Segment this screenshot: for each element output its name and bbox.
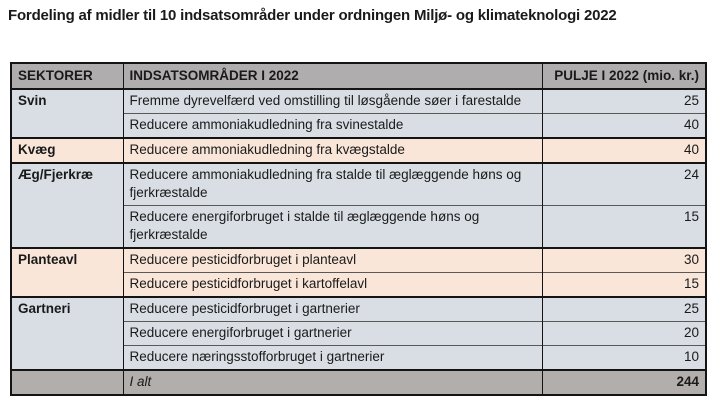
area-cell: Reducere ammoniakudledning fra kvægstald… (122, 137, 543, 163)
area-cell: Reducere ammoniakudledning fra svinestal… (122, 113, 543, 138)
table-row: Reducere energiforbruget i gartnerier 20 (11, 321, 707, 346)
table-row: Reducere næringsstofforbruget i gartneri… (11, 345, 707, 370)
area-cell: Fremme dyrevelfærd ved omstilling til lø… (122, 88, 543, 114)
area-cell: Reducere næringsstofforbruget i gartneri… (122, 345, 543, 370)
total-empty-cell (10, 369, 124, 395)
table-row: Æg/Fjerkræ Reducere ammoniakudledning fr… (10, 162, 707, 248)
funds-table: SEKTORER INDSATSOMRÅDER I 2022 PULJE I 2… (10, 62, 707, 396)
table-row: Reducere energiforbruget i stalde til æg… (11, 205, 707, 248)
header-row: SEKTORER INDSATSOMRÅDER I 2022 PULJE I 2… (10, 63, 707, 90)
amount-cell: 25 (541, 88, 707, 114)
area-cell: Reducere ammoniakudledning fra stalde ti… (122, 162, 543, 206)
sector-cell-planteavl: Planteavl (10, 247, 124, 297)
amount-cell: 24 (541, 162, 707, 206)
area-cell: Reducere pesticidforbruget i planteavl (122, 247, 543, 273)
amount-cell: 15 (541, 205, 707, 248)
page-title: Fordeling af midler til 10 indsatsområde… (8, 7, 617, 24)
header-pulje: PULJE I 2022 (mio. kr.) (541, 63, 707, 90)
sector-cell-kvaeg: Kvæg (10, 137, 124, 163)
area-cell: Reducere energiforbruget i stalde til æg… (122, 205, 543, 248)
sector-cell-svin: Svin (10, 88, 124, 138)
table-row: Planteavl Reducere pesticidforbruget i p… (10, 247, 707, 297)
area-cell: Reducere energiforbruget i gartnerier (122, 321, 543, 346)
amount-cell: 40 (541, 137, 707, 163)
sector-cell-gartneri: Gartneri (10, 296, 124, 370)
total-row: I alt 244 (10, 369, 707, 395)
table-row: Reducere ammoniakudledning fra svinestal… (11, 113, 707, 138)
table-row: Kvæg Reducere ammoniakudledning fra kvæg… (10, 137, 707, 163)
amount-cell: 20 (541, 321, 707, 346)
amount-cell: 10 (541, 345, 707, 370)
total-amount-cell: 244 (541, 369, 707, 395)
header-indsatsomraader: INDSATSOMRÅDER I 2022 (122, 63, 543, 90)
amount-cell: 30 (541, 247, 707, 273)
amount-cell: 40 (541, 113, 707, 138)
header-sektorer: SEKTORER (10, 63, 124, 90)
amount-cell: 25 (541, 296, 707, 322)
table-row: Reducere pesticidforbruget i kartoffelav… (11, 272, 707, 297)
table-row: Gartneri Reducere pesticidforbruget i ga… (10, 296, 707, 370)
sector-cell-aeg-fjerkrae: Æg/Fjerkræ (10, 162, 124, 248)
table-row: Svin Fremme dyrevelfærd ved omstilling t… (10, 88, 707, 138)
area-cell: Reducere pesticidforbruget i kartoffelav… (122, 272, 543, 297)
amount-cell: 15 (541, 272, 707, 297)
area-cell: Reducere pesticidforbruget i gartnerier (122, 296, 543, 322)
total-label-cell: I alt (122, 369, 543, 395)
